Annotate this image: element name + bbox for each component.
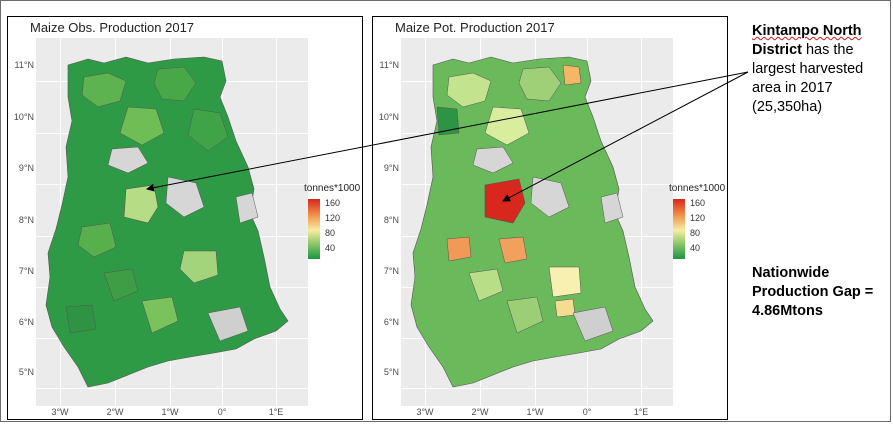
ghana-districts-potential [410, 56, 654, 388]
y-tick-label: 8°N [383, 215, 399, 225]
annotation-text: has the [801, 42, 854, 58]
legend-color-bar [673, 199, 685, 259]
legend-tick: 120 [690, 213, 706, 223]
legend-color-bar [308, 199, 320, 259]
x-tick-label: 1°E [268, 407, 284, 417]
legend-tick: 40 [325, 243, 336, 253]
x-tick-label: 1°W [161, 407, 179, 417]
y-tick-label: 10°N [378, 112, 399, 122]
y-tick-label: 11°N [14, 60, 34, 70]
x-tick-label: 0° [582, 407, 592, 417]
district-name-part2: District [752, 42, 802, 58]
potential-map-title: Maize Pot. Production 2017 [395, 20, 555, 35]
potential-production-map: Maize Pot. Production 2017 11°N 10°N 9°N… [372, 16, 728, 420]
x-tick-label: 1°W [526, 407, 544, 417]
legend-tick: 40 [690, 243, 701, 253]
y-tick-label: 7°N [383, 266, 399, 276]
kintampo-annotation: Kintampo North District has the largest … [752, 22, 887, 117]
legend-tick: 160 [325, 198, 341, 208]
y-tick-label: 10°N [13, 112, 34, 122]
y-tick-label: 8°N [18, 215, 34, 225]
x-tick-label: 1°E [633, 407, 649, 417]
annotation-text: area in 2017 [752, 80, 833, 96]
gap-text: Nationwide [752, 265, 830, 281]
legend-tick: 80 [325, 228, 336, 238]
y-tick-label: 11°N [379, 60, 399, 70]
arrow-to-potential [502, 71, 749, 202]
gap-text: Production Gap = [752, 284, 874, 300]
x-tick-label: 3°W [416, 407, 434, 417]
gap-value: 4.86Mtons [752, 303, 823, 319]
x-tick-label: 3°W [51, 407, 69, 417]
observed-map-title: Maize Obs. Production 2017 [30, 20, 195, 35]
legend-title: tonnes*1000 [304, 183, 361, 194]
district-name-part1: Kintampo North [752, 23, 862, 39]
legend-tick: 160 [690, 198, 706, 208]
y-tick-label: 6°N [18, 317, 34, 327]
annotation-text: largest harvested [752, 61, 864, 77]
x-tick-label: 0° [217, 407, 227, 417]
annotation-text: (25,350ha) [752, 99, 823, 115]
y-tick-label: 5°N [383, 367, 399, 377]
legend-title: tonnes*1000 [669, 183, 726, 194]
y-tick-label: 9°N [383, 163, 399, 173]
y-tick-label: 5°N [18, 367, 34, 377]
observed-production-map: Maize Obs. Production 2017 11°N 10°N 9°N… [7, 16, 363, 420]
production-gap-annotation: Nationwide Production Gap = 4.86Mtons [752, 264, 892, 321]
y-tick-label: 7°N [18, 266, 34, 276]
arrow-to-observed [146, 71, 749, 192]
ghana-districts-observed [45, 56, 289, 388]
x-tick-label: 2°W [106, 407, 124, 417]
y-tick-label: 6°N [383, 317, 399, 327]
y-tick-label: 9°N [18, 163, 34, 173]
x-tick-label: 2°W [471, 407, 489, 417]
legend-tick: 80 [690, 228, 701, 238]
legend-tick: 120 [325, 213, 341, 223]
